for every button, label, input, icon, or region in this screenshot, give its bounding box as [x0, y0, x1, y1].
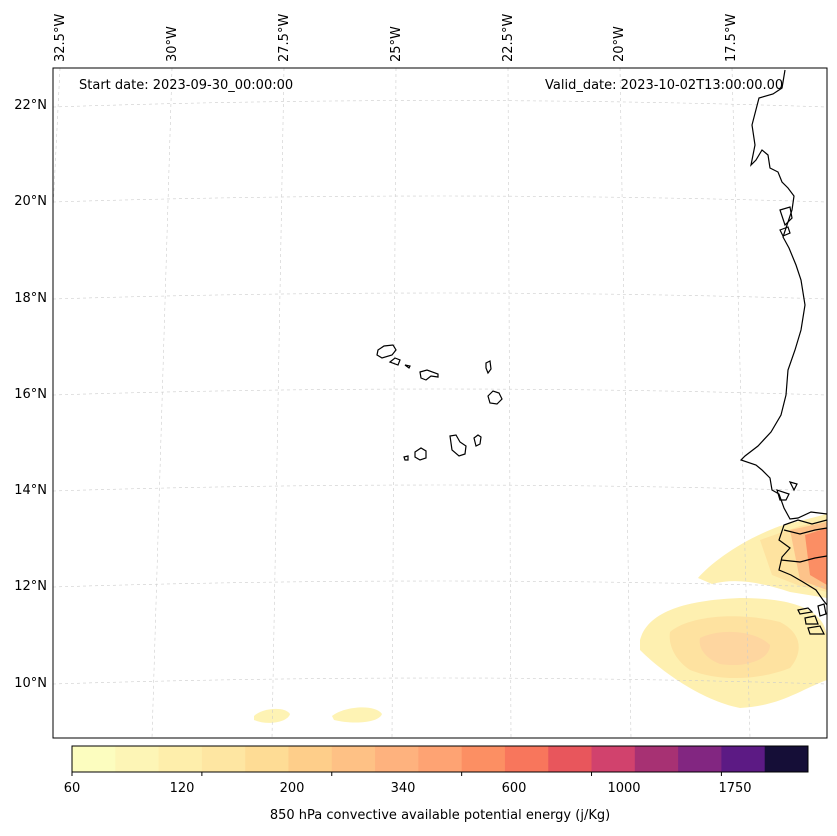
colorbar-swatch: [288, 746, 333, 772]
cape-area-south-mid: [699, 631, 770, 666]
valid-date-label: Valid_date: 2023-10-02T13:00:00.00: [545, 78, 784, 93]
coastline-dakar: [776, 481, 798, 501]
colorbar-swatch: [72, 746, 116, 772]
island-sao-vicente: [388, 357, 401, 366]
island-maio: [473, 434, 482, 447]
coastline-guinea: [778, 519, 827, 606]
island-santa-luzia: [404, 364, 411, 369]
colorbar-swatch: [375, 746, 419, 772]
cape-blob-west: [254, 708, 290, 723]
lat-label: 12°N: [14, 579, 47, 594]
colorbar-swatch: [591, 746, 636, 772]
lat-label: 16°N: [14, 387, 47, 402]
map-frame: [52, 67, 828, 739]
cape-contours: [254, 514, 827, 723]
island-sal: [485, 360, 492, 375]
lat-label: 18°N: [14, 291, 47, 306]
lon-label: 32.5°W: [53, 13, 68, 62]
island-boa-vista: [487, 390, 503, 405]
lat-label: 22°N: [14, 98, 47, 113]
colorbar-swatch: [678, 746, 722, 772]
colorbar-swatch: [764, 746, 809, 772]
island-brava: [403, 455, 409, 461]
colorbar-swatch: [504, 746, 549, 772]
colorbar-swatch: [461, 746, 506, 772]
colorbar-swatch: [418, 746, 463, 772]
colorbar-tick-label: 600: [501, 781, 527, 796]
colorbar-swatch: [634, 746, 679, 772]
island-santiago: [449, 434, 467, 457]
colorbar-swatch: [331, 746, 376, 772]
lat-label: 10°N: [14, 676, 47, 691]
colorbar-tick-label: 120: [169, 781, 195, 796]
colorbar-swatch: [548, 746, 593, 772]
colorbar-tick-label: 200: [279, 781, 305, 796]
coastline-africa: [739, 69, 827, 520]
colorbar-swatch: [201, 746, 246, 772]
gridlines: [53, 68, 827, 738]
start-date-label: Start date: 2023-09-30_00:00:00: [79, 78, 294, 93]
colorbar-swatch: [721, 746, 766, 772]
lon-label: 30°W: [165, 26, 180, 62]
colorbar: [72, 746, 809, 772]
colorbar-swatch: [115, 746, 160, 772]
colorbar-tick-label: 1000: [607, 781, 641, 796]
lon-label: 27.5°W: [277, 13, 292, 62]
island-santo-antao: [376, 344, 397, 359]
colorbar-title: 850 hPa convective available potential e…: [269, 808, 611, 823]
lat-label: 14°N: [14, 483, 47, 498]
coastline-bissau-islands: [797, 603, 827, 635]
colorbar-swatch: [158, 746, 203, 772]
colorbar-tick-label: 340: [390, 781, 416, 796]
coastlines: [376, 69, 827, 635]
cape-area-north-hot: [805, 528, 827, 585]
island-fogo: [414, 447, 427, 461]
island-sao-nicolau: [419, 369, 439, 381]
lon-label: 17.5°W: [724, 13, 739, 62]
colorbar-swatch: [245, 746, 289, 772]
colorbar-tick-label: 1750: [718, 781, 752, 796]
colorbar-tick-label: 60: [63, 781, 81, 796]
cape-blob-center: [332, 707, 382, 723]
coastline-canary: [779, 206, 793, 237]
coastline-rivers: [780, 527, 827, 563]
lon-label: 22.5°W: [501, 13, 516, 62]
lat-label: 20°N: [14, 194, 47, 209]
lon-label: 25°W: [389, 26, 404, 62]
lon-label: 20°W: [612, 26, 627, 62]
colorbar-ticks: [71, 772, 722, 776]
colorbar-frame: [71, 745, 809, 773]
